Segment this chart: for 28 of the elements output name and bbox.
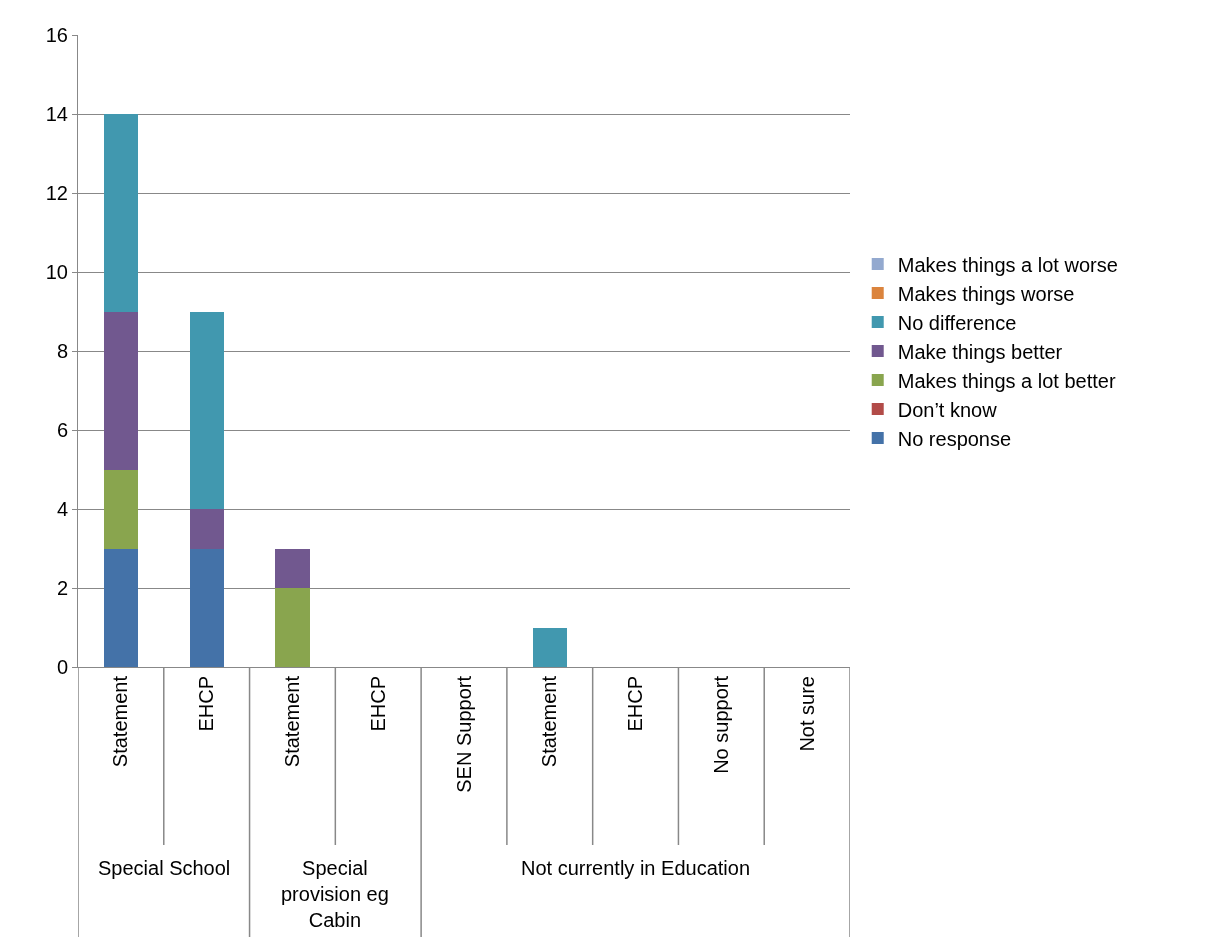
text: Not currently in Education [521,857,751,879]
y-tick-label: 14 [45,103,68,125]
x-tick-label: EHCP [624,676,647,732]
y-tick-label: 12 [45,182,68,204]
legend-label: No difference [897,311,1017,334]
y-tick-label: 8 [56,340,68,362]
x-tick-label: Statement [280,675,303,768]
y-tick-label: 16 [45,24,68,46]
legend-label: Makes things a lot worse [897,253,1118,276]
y-tick-label: 0 [56,656,68,678]
legend-label: Don’t know [897,398,998,421]
x-tick-label: Statement [538,675,561,768]
legend-label: Make things better [897,340,1063,363]
legend-label: No response [897,427,1012,450]
x-tick-label: EHCP [195,676,218,732]
y-tick-label: 10 [45,261,68,283]
legend-label: Makes things a lot better [897,369,1116,392]
x-tick-label: Statement [109,675,132,768]
text: Special provision eg Cabin [281,857,389,931]
y-tick-label: 4 [56,498,68,520]
x-tick-label: EHCP [366,676,389,732]
text: Special School [98,857,231,879]
legend-label: Makes things worse [897,282,1075,305]
y-tick-label: 6 [56,419,68,441]
x-tick-label: No support [709,675,732,774]
y-tick-label: 2 [56,577,68,599]
x-tick-label: SEN Support [452,675,475,793]
x-tick-label: Not sure [795,676,818,752]
